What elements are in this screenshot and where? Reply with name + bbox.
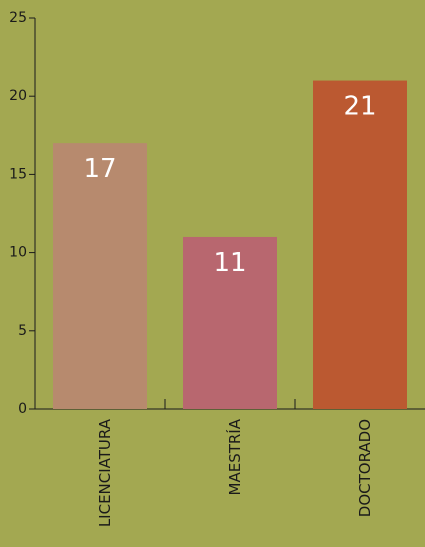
y-tick-label: 25 xyxy=(9,10,27,26)
y-tick-label: 15 xyxy=(9,166,27,182)
bars-group: 17 11 21 xyxy=(53,80,407,409)
x-axis-ticks: LICENCIATURA MAESTRÍA DOCTORADO xyxy=(96,399,374,527)
bar xyxy=(313,80,407,409)
data-label: 11 xyxy=(213,248,246,278)
y-tick-label: 5 xyxy=(18,323,27,339)
data-label: 21 xyxy=(343,92,376,122)
y-tick-label: 20 xyxy=(9,88,27,104)
data-label: 17 xyxy=(83,154,116,184)
y-axis-ticks: 0 5 10 15 20 25 xyxy=(9,10,35,417)
x-category-label: MAESTRÍA xyxy=(225,418,244,495)
bar xyxy=(53,143,147,409)
x-category-label: LICENCIATURA xyxy=(96,418,114,527)
y-tick-label: 0 xyxy=(18,401,27,417)
bar xyxy=(183,236,277,409)
x-category-label: DOCTORADO xyxy=(356,419,374,517)
y-tick-label: 10 xyxy=(9,245,27,261)
